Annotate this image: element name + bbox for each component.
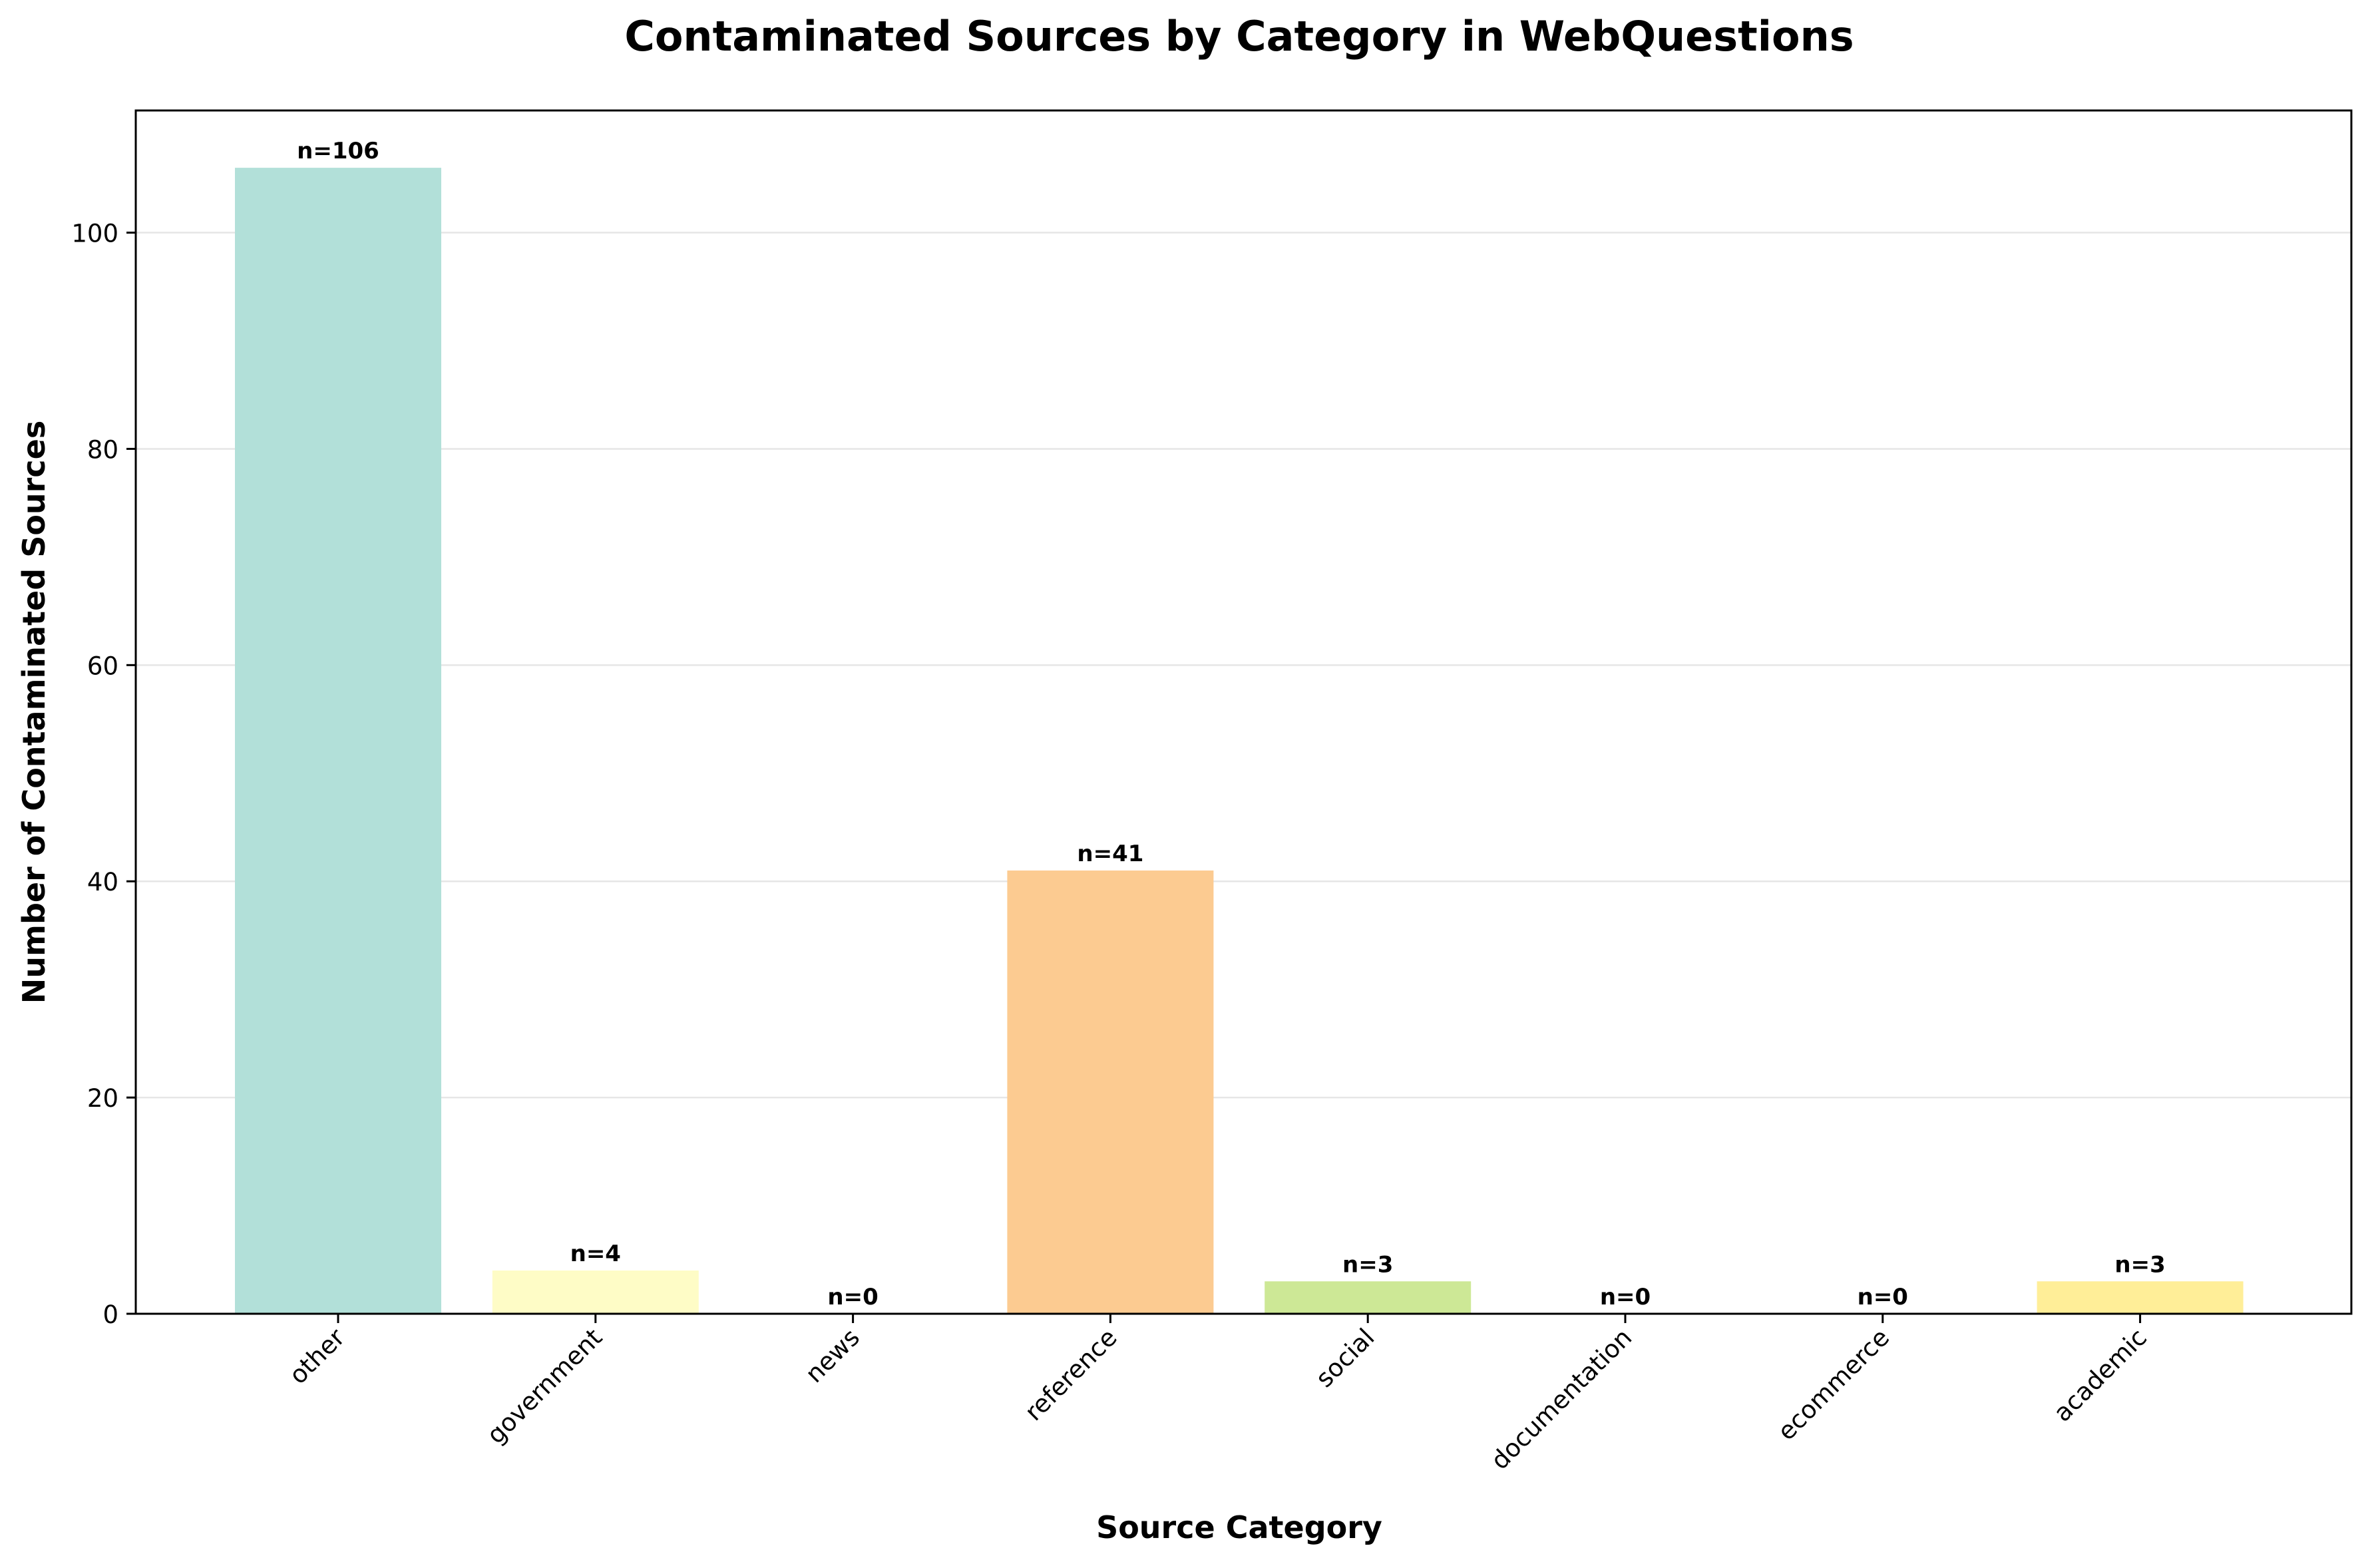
bar-value-label-news: n=0 (827, 1284, 878, 1310)
bars (235, 168, 2244, 1314)
bar-value-label-other: n=106 (297, 138, 379, 164)
bar-value-label-documentation: n=0 (1600, 1284, 1651, 1310)
y-tick-label: 40 (87, 868, 118, 896)
y-tick-label: 20 (87, 1084, 118, 1113)
x-axis-label: Source Category (1096, 1509, 1382, 1545)
bar-value-label-academic: n=3 (2114, 1251, 2165, 1278)
bar-value-label-government: n=4 (570, 1241, 621, 1267)
bar-value-label-ecommerce: n=0 (1858, 1284, 1908, 1310)
bar-other (235, 168, 441, 1314)
y-tick-label: 80 (87, 435, 118, 464)
y-axis-label: Number of Contaminated Sources (16, 421, 52, 1004)
chart-title: Contaminated Sources by Category in WebQ… (624, 12, 1854, 61)
y-tick-label: 0 (102, 1300, 118, 1329)
bar-value-label-reference: n=41 (1077, 841, 1143, 867)
y-tick-label: 100 (71, 220, 118, 248)
bar-academic (2037, 1281, 2244, 1314)
bar-social (1265, 1281, 1472, 1314)
bar-value-label-social: n=3 (1342, 1251, 1393, 1278)
y-axis-ticks: 0 20 40 60 80 100 (71, 220, 136, 1329)
bar-value-labels: n=106 n=4 n=0 n=41 n=3 n=0 n=0 n=3 (297, 138, 2166, 1310)
bar-reference (1007, 870, 1214, 1314)
axes-frame (134, 109, 2353, 1315)
y-tick-label: 60 (87, 652, 118, 680)
bar-government (492, 1271, 699, 1314)
